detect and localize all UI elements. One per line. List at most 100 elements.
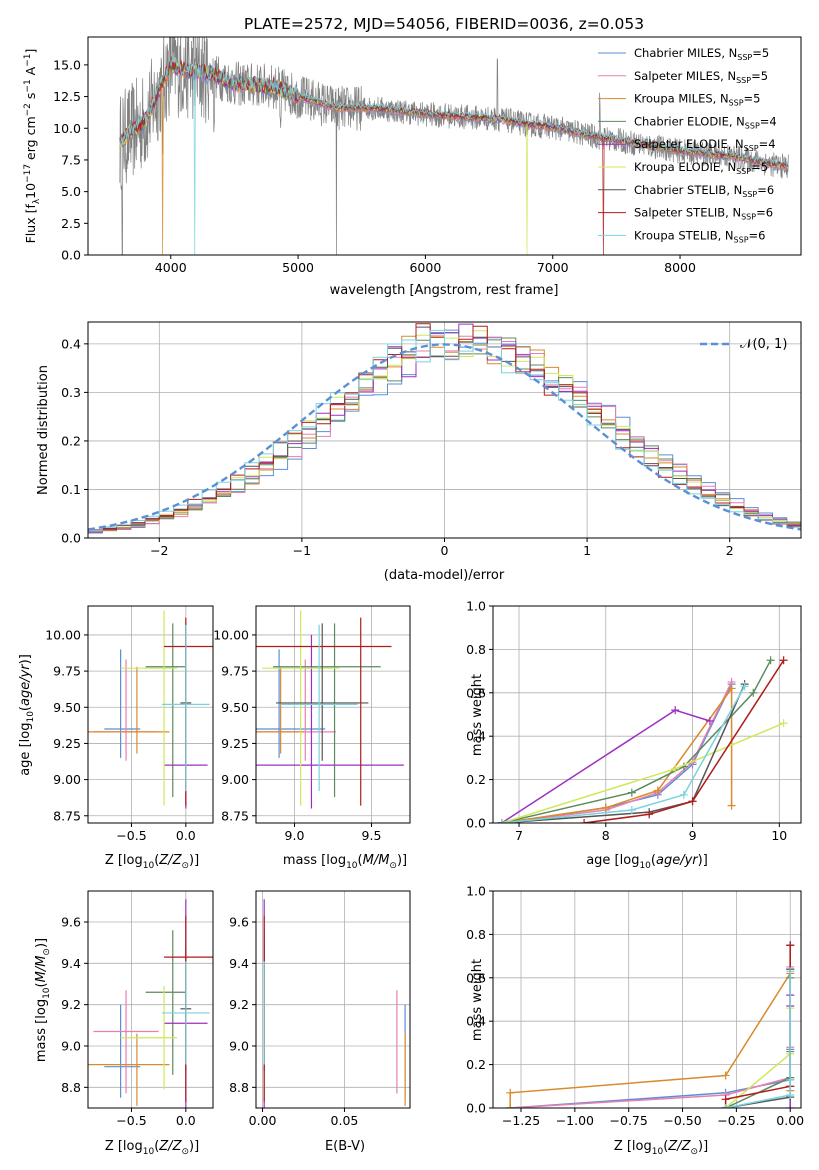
weight-marker	[497, 819, 506, 823]
y-tick-label: 9.25	[53, 736, 81, 751]
panel-residuals: −2 −1 0 1 2 0.0 0.1 0.2 0.3 0.4 𝒩(0, 1) (data-model…	[36, 321, 802, 583]
weight-marker	[779, 719, 788, 728]
x-axis-label: mass [log10(M/M⊙)]	[283, 853, 407, 871]
x-tick-label: 8	[602, 828, 610, 843]
y-tick-label: 9.6	[229, 915, 249, 930]
weight-line-salpeter_miles	[510, 967, 791, 1108]
y-tick-label: 15.0	[53, 57, 81, 72]
plot-area	[497, 656, 788, 823]
axes-frame: −1.25 −1.00 −0.75 −0.50 −0.25 0.00 0.0 0.2 0.4 0.…	[466, 884, 804, 1158]
data-spectrum	[119, 37, 789, 255]
y-tick-label: 0.6	[466, 970, 486, 985]
y-axis-label: Flux [fλ10−17 erg cm−2 s−1 A−1]	[23, 49, 42, 244]
y-tick-label: 0.0	[466, 816, 486, 831]
panel-age_vs_Z: −0.5 0.0 8.75 9.00 9.25 9.50 9.75 10.00 Z [log10…	[18, 605, 214, 871]
legend-label-kroupa_elodie: Kroupa ELODIE, NSSP=5	[634, 160, 768, 176]
x-tick-label: 9.5	[362, 828, 382, 843]
y-tick-label: 9.2	[61, 997, 81, 1012]
x-tick-label: 1	[583, 543, 591, 558]
axes-frame: 0.00 0.05 8.8 9.0 9.2 9.4 9.6 E(B-V)	[229, 890, 411, 1154]
y-tick-label: 0.0	[61, 531, 81, 546]
weight-marker	[627, 805, 636, 814]
weight-marker	[653, 786, 662, 795]
x-tick-label: 0.00	[249, 1113, 277, 1128]
weight-marker	[786, 1075, 795, 1084]
y-tick-label: 0.8	[466, 642, 486, 657]
axes-border	[255, 890, 411, 1109]
legend-label-chabrier_miles: Chabrier MILES, NSSP=5	[634, 46, 769, 62]
x-tick-label: 0.00	[776, 1113, 804, 1128]
x-axis-label: (data-model)/error	[384, 568, 505, 583]
x-tick-label: 9.0	[285, 828, 305, 843]
x-axis-label: Z [log10(Z/Z⊙)]	[105, 1139, 199, 1157]
axes-frame: 4000 5000 6000 7000 8000 0.0 2.5 5.0 7.5 10.0 12.5…	[23, 36, 802, 298]
legend-gaussian-label: 𝒩(0, 1)	[740, 337, 787, 352]
y-axis-label: age [log10(age/yr)]	[18, 654, 36, 776]
weight-marker	[705, 717, 714, 726]
y-tick-label: 9.00	[53, 772, 81, 787]
weight-marker	[721, 1095, 730, 1104]
y-tick-label: 8.8	[229, 1080, 249, 1095]
y-tick-label: 10.0	[53, 121, 81, 136]
x-tick-label: 5000	[282, 260, 314, 275]
x-tick-label: 10	[771, 828, 787, 843]
x-axis-label: age [log10(age/yr)]	[586, 853, 708, 871]
x-tick-label: 7000	[537, 260, 569, 275]
model-spectrum-kroupa_stelib	[119, 57, 789, 255]
weight-line-chabrier_stelib	[501, 683, 746, 823]
y-tick-label: 7.5	[61, 152, 81, 167]
plot-area	[88, 899, 213, 1108]
panel-age_vs_mass: 9.0 9.5 8.75 9.00 9.25 9.50 9.75 10.00 mass [log…	[213, 605, 411, 871]
weight-marker	[727, 684, 736, 693]
y-tick-label: 0.4	[466, 1014, 486, 1029]
y-axis-label: Normed distribution	[36, 365, 51, 495]
weight-marker	[627, 788, 636, 797]
weight-marker	[679, 790, 688, 799]
legend-label-chabrier_stelib: Chabrier STELIB, NSSP=6	[634, 183, 774, 199]
panel-weight_vs_age: 7 8 9 10 0.0 0.2 0.4 0.6 0.8 1.0 age [log10(age/yr…	[466, 599, 802, 871]
weight-line-kroupa_elodie	[501, 722, 784, 823]
y-tick-label: 9.0	[229, 1039, 249, 1054]
y-tick-label: 0.3	[61, 385, 81, 400]
y-tick-label: 0.0	[466, 1101, 486, 1116]
legend-label-kroupa_miles: Kroupa MILES, NSSP=5	[634, 92, 760, 108]
axes-border	[492, 605, 802, 824]
y-tick-label: 0.4	[466, 729, 486, 744]
panel-weight_vs_Z: −1.25 −1.00 −0.75 −0.50 −0.25 0.00 0.0 0.2 0.4 0.…	[466, 884, 804, 1158]
y-tick-label: 8.75	[221, 808, 249, 823]
gaussian-curve	[88, 343, 801, 531]
legend-label-chabrier_elodie: Chabrier ELODIE, NSSP=4	[634, 114, 777, 130]
figure-title: PLATE=2572, MJD=54056, FIBERID=0036, z=0…	[244, 15, 644, 33]
x-tick-label: −1	[293, 543, 311, 558]
y-tick-label: 9.75	[221, 664, 249, 679]
axes-frame: 9.0 9.5 8.75 9.00 9.25 9.50 9.75 10.00 mass [log…	[213, 605, 411, 871]
weight-marker	[671, 706, 680, 715]
legend-label-salpeter_miles: Salpeter MILES, NSSP=5	[634, 69, 768, 85]
plot-area	[506, 941, 795, 1108]
weight-line-kroupa_stelib	[725, 971, 791, 1108]
axes-frame: 7 8 9 10 0.0 0.2 0.4 0.6 0.8 1.0 age [log10(age/yr…	[466, 599, 802, 871]
weight-line-chabrier_elodie	[725, 945, 791, 1108]
panel-spectrum: 4000 5000 6000 7000 8000 0.0 2.5 5.0 7.5 10.0 12.5…	[23, 36, 802, 298]
x-tick-label: 9	[689, 828, 697, 843]
y-tick-label: 1.0	[466, 884, 486, 899]
y-tick-label: 9.0	[61, 1039, 81, 1054]
axes-frame: −0.5 0.0 8.8 9.0 9.2 9.4 9.6 Z [log10(Z/Z⊙)] mas…	[34, 890, 214, 1157]
weight-marker	[786, 1104, 795, 1108]
y-tick-label: 0.2	[61, 433, 81, 448]
x-tick-label: 7	[515, 828, 523, 843]
weight-marker	[506, 1104, 515, 1108]
y-tick-label: 0.8	[466, 927, 486, 942]
y-tick-label: 0.6	[466, 685, 486, 700]
legend-label-kroupa_stelib: Kroupa STELIB, NSSP=6	[634, 228, 765, 244]
weight-marker	[721, 1071, 730, 1080]
y-axis-label: mass weight	[470, 959, 485, 1041]
y-tick-label: 10.00	[213, 627, 249, 642]
weight-line-salpeter_stelib	[724, 945, 791, 1108]
x-tick-label: −0.50	[663, 1113, 701, 1128]
weight-marker	[786, 967, 795, 976]
x-tick-label: 4000	[155, 260, 187, 275]
axes-frame: −0.5 0.0 8.75 9.00 9.25 9.50 9.75 10.00 Z [log10…	[18, 605, 214, 871]
plot-area	[88, 323, 801, 534]
weight-line-salpeter_stelib	[584, 659, 785, 823]
